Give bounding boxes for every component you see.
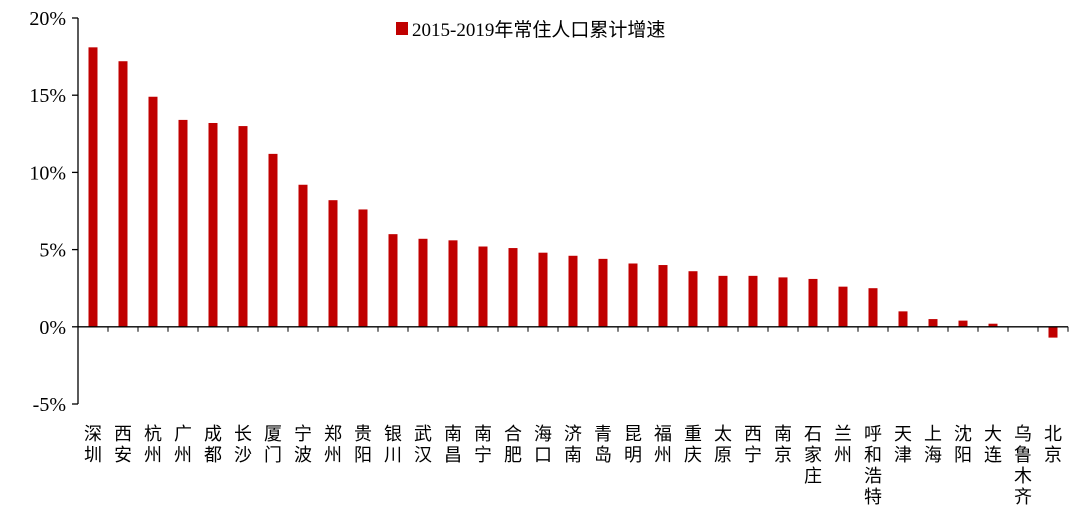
y-tick-label: 15% xyxy=(29,85,66,107)
bar-22 xyxy=(718,275,728,327)
category-label: 济南 xyxy=(564,424,582,466)
bar-28 xyxy=(898,311,908,327)
bar-18 xyxy=(598,258,608,327)
category-label: 北京 xyxy=(1044,424,1062,466)
category-label: 武汉 xyxy=(414,424,432,466)
bars-group xyxy=(88,47,1058,338)
bar-16 xyxy=(538,252,548,327)
y-tick-label: 0% xyxy=(39,317,66,339)
category-label: 昆明 xyxy=(624,424,642,466)
bar-29 xyxy=(928,319,938,327)
bar-31 xyxy=(988,323,998,327)
bar-23 xyxy=(748,275,758,327)
bar-27 xyxy=(868,288,878,327)
bar-26 xyxy=(838,286,848,327)
bar-2 xyxy=(118,61,128,327)
category-label: 银川 xyxy=(384,424,402,466)
bar-33 xyxy=(1048,326,1058,338)
category-label: 海口 xyxy=(534,424,552,466)
bar-19 xyxy=(628,263,638,327)
bar-20 xyxy=(658,265,668,327)
bar-15 xyxy=(508,248,518,327)
bar-17 xyxy=(568,255,578,327)
category-label: 南京 xyxy=(774,424,792,466)
bar-7 xyxy=(268,153,278,327)
bar-12 xyxy=(418,238,428,327)
category-label: 太原 xyxy=(714,424,732,466)
y-tick-label: -5% xyxy=(33,394,66,416)
category-label: 沈阳 xyxy=(954,424,972,466)
bar-14 xyxy=(478,246,488,327)
category-label: 厦门 xyxy=(264,424,282,466)
category-label: 乌鲁木齐 xyxy=(1014,424,1032,508)
category-label: 青岛 xyxy=(594,424,612,466)
category-label: 郑州 xyxy=(324,424,342,466)
bar-1 xyxy=(88,47,98,327)
y-axis: 20% 15% 10% 5% 0% -5% xyxy=(29,8,79,416)
category-label: 南宁 xyxy=(474,424,492,466)
category-label: 天津 xyxy=(894,424,912,466)
bar-11 xyxy=(388,234,398,327)
x-axis: 深圳西安杭州广州成都长沙厦门宁波郑州贵阳银川武汉南昌南宁合肥海口济南青岛昆明福州… xyxy=(77,326,1069,508)
bar-21 xyxy=(688,271,698,327)
bar-13 xyxy=(448,240,458,327)
category-label: 西安 xyxy=(114,424,132,466)
bar-5 xyxy=(208,122,218,327)
y-tick-label: 5% xyxy=(39,240,66,262)
category-label: 兰州 xyxy=(834,424,852,466)
y-tick-label: 10% xyxy=(29,162,66,184)
category-label: 西宁 xyxy=(744,424,762,466)
category-label: 合肥 xyxy=(504,424,522,466)
legend-label: 2015-2019年常住人口累计增速 xyxy=(412,19,665,41)
bar-30 xyxy=(958,320,968,327)
bar-24 xyxy=(778,277,788,327)
bar-6 xyxy=(238,126,248,327)
category-label: 石家庄 xyxy=(804,424,822,487)
category-label: 长沙 xyxy=(234,424,252,466)
category-label: 福州 xyxy=(654,424,672,466)
category-label: 呼和浩特 xyxy=(864,424,882,508)
category-label: 贵阳 xyxy=(354,424,372,466)
legend-swatch xyxy=(396,22,408,35)
category-label: 杭州 xyxy=(144,424,162,466)
y-tick-label: 20% xyxy=(29,8,66,30)
category-label: 上海 xyxy=(924,424,942,466)
category-label: 大连 xyxy=(984,424,1002,466)
category-label: 重庆 xyxy=(684,424,702,466)
bar-9 xyxy=(328,200,338,327)
bar-25 xyxy=(808,278,818,327)
bar-10 xyxy=(358,209,368,327)
bar-3 xyxy=(148,96,158,327)
bar-4 xyxy=(178,119,188,327)
legend: 2015-2019年常住人口累计增速 xyxy=(396,19,665,41)
category-label: 广州 xyxy=(174,424,192,466)
category-label: 南昌 xyxy=(444,424,462,466)
category-label: 深圳 xyxy=(84,424,102,466)
bar-8 xyxy=(298,184,308,327)
category-label: 宁波 xyxy=(294,424,312,466)
category-label: 成都 xyxy=(204,424,222,466)
